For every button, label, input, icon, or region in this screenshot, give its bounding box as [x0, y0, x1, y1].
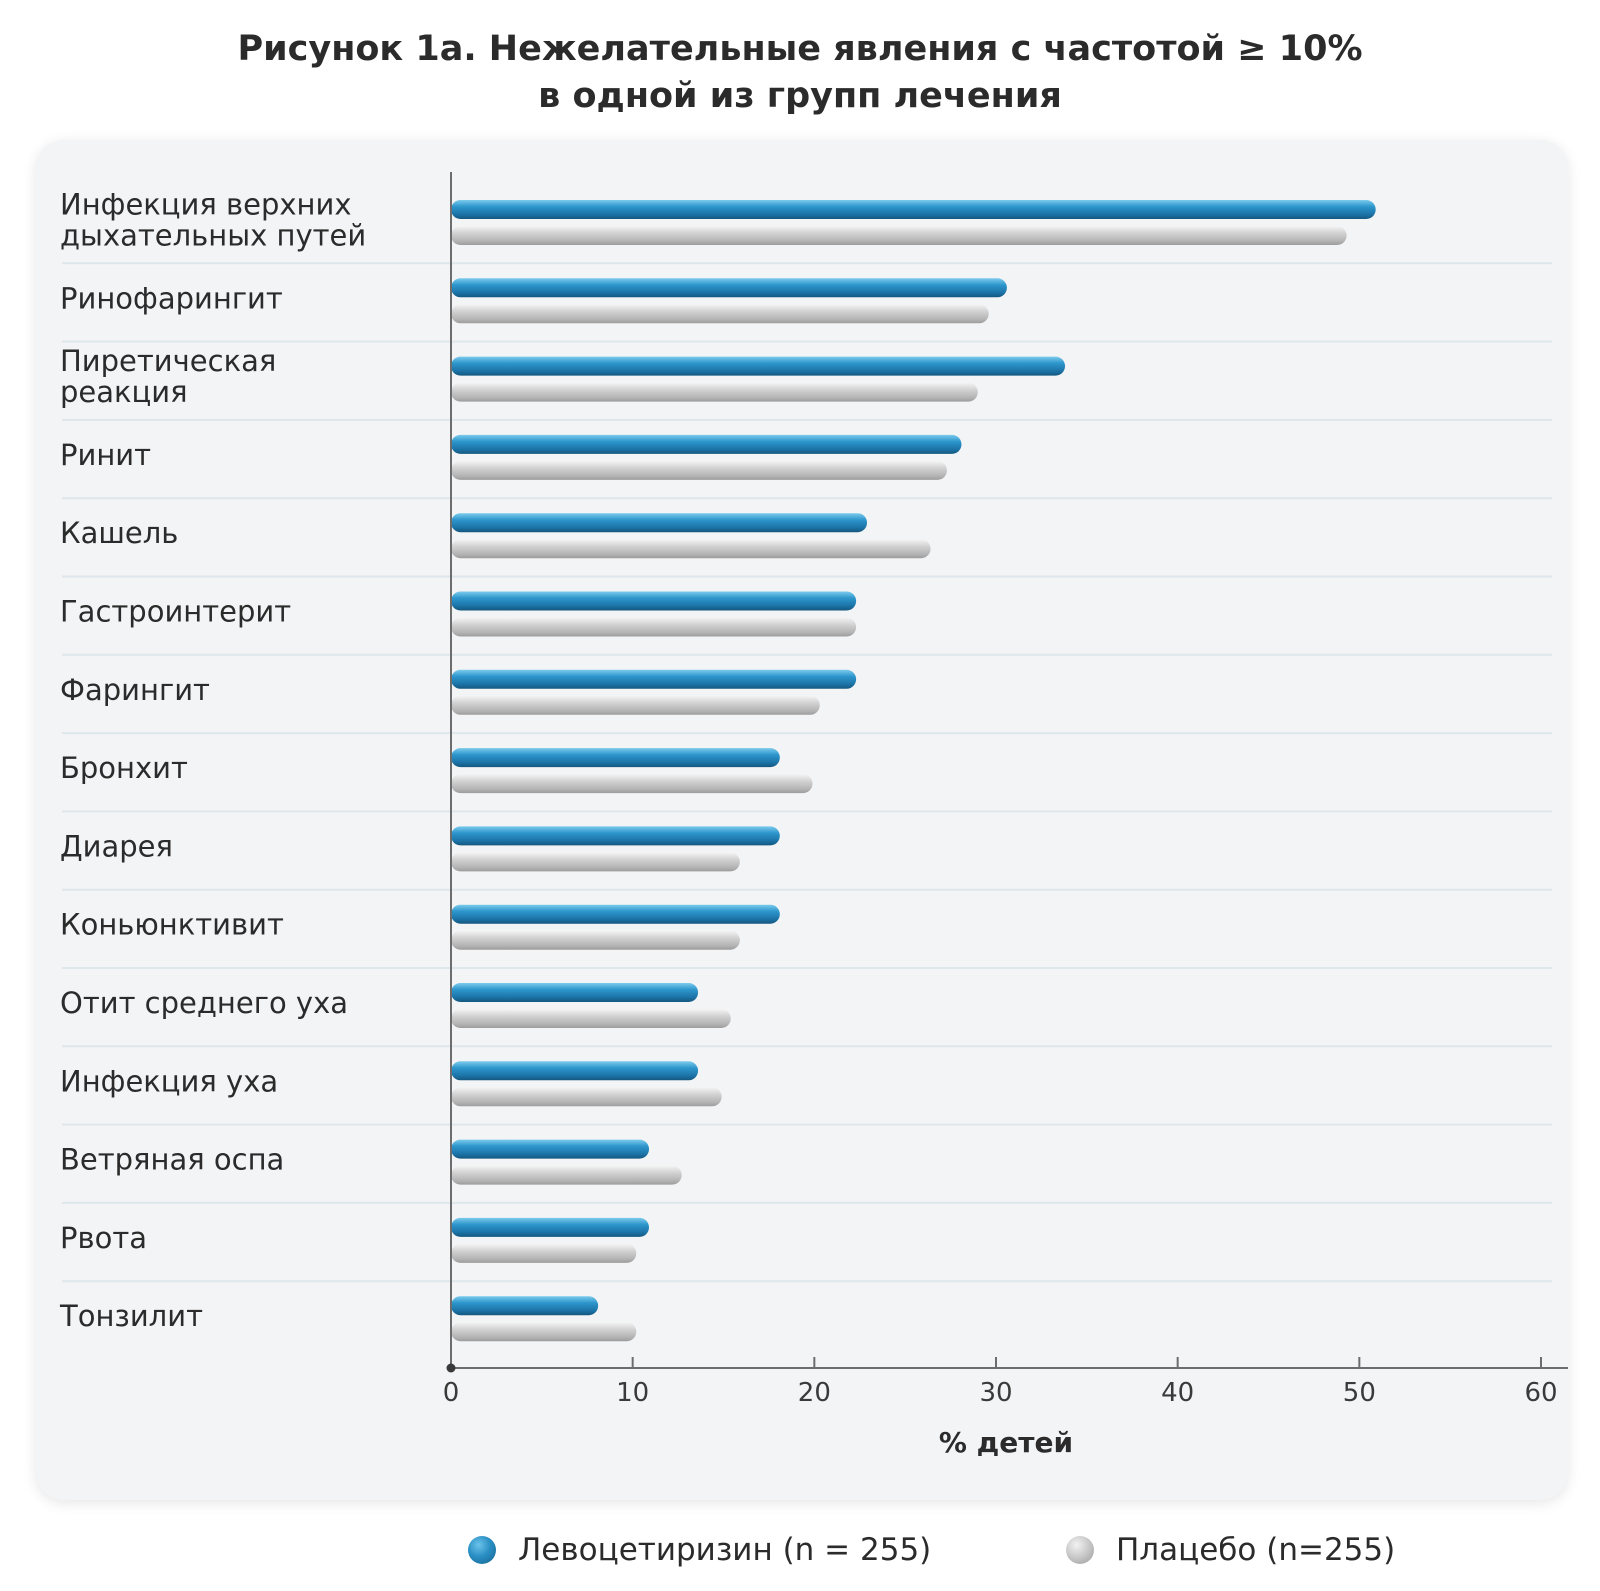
x-tick-label: 50 [1343, 1378, 1376, 1408]
legend-blue-marker [468, 1536, 496, 1564]
category-label: Кашель [60, 516, 178, 550]
bar-placebo [451, 1243, 637, 1263]
category-label: Отит среднего уха [60, 986, 348, 1020]
chart-title-line-1: Рисунок 1а. Нежелательные явления с част… [237, 29, 1363, 69]
bar-levocetirizine [451, 1217, 650, 1237]
bar-placebo [451, 1009, 731, 1028]
category-label: Бронхит [60, 751, 188, 785]
bar-placebo [451, 930, 740, 950]
bar-chart: Инфекция верхних дыхательных путей Ринофар… [59, 172, 1568, 1459]
bar-levocetirizine [451, 1296, 599, 1316]
x-axis-title: % детей [939, 1426, 1073, 1459]
bar-placebo [451, 695, 820, 715]
bar-levocetirizine [451, 1139, 650, 1159]
bar-levocetirizine [451, 513, 868, 533]
axis-origin-dot [446, 1363, 456, 1373]
category-label: Ринит [60, 438, 151, 472]
bar-levocetirizine [451, 1061, 699, 1081]
bar-placebo [451, 382, 978, 402]
x-tick-label: 20 [798, 1378, 831, 1408]
category-label: Диарея [60, 829, 173, 863]
category-label: Инфекция верхних дыхательных путей [60, 188, 366, 253]
category-label: Ринофарингит [60, 281, 283, 315]
legend-label-levocetirizine: Левоцетиризин (n = 255) [518, 1532, 932, 1568]
category-label: Гастроинтерит [60, 595, 291, 629]
x-tick-label: 40 [1161, 1378, 1194, 1408]
bar-placebo [451, 304, 989, 324]
bar-levocetirizine [451, 669, 857, 689]
bar-placebo [451, 1087, 722, 1107]
bar-levocetirizine [451, 356, 1066, 376]
bar-levocetirizine [451, 826, 780, 846]
chart-title: Рисунок 1а. Нежелательные явления с част… [0, 26, 1600, 120]
bar-levocetirizine [451, 904, 780, 924]
category-label: Рвота [60, 1221, 147, 1255]
x-tick-label: 30 [979, 1378, 1012, 1408]
bar-levocetirizine [451, 200, 1376, 219]
bar-placebo [451, 617, 857, 637]
category-label: Фарингит [60, 673, 210, 707]
chart-title-line-2: в одной из групп лечения [538, 76, 1062, 116]
bar-placebo [451, 226, 1347, 245]
bar-levocetirizine [451, 983, 699, 1002]
bar-levocetirizine [451, 434, 962, 454]
bar-placebo [451, 852, 740, 872]
bar-placebo [451, 774, 813, 794]
category-label: Тонзилит [59, 1299, 203, 1333]
x-tick-label: 60 [1524, 1378, 1557, 1408]
category-label: Коньюнктивит [60, 908, 284, 942]
bar-levocetirizine [451, 748, 780, 768]
bar-placebo [451, 460, 947, 480]
legend-label-placebo: Плацебо (n=255) [1116, 1532, 1396, 1568]
legend-item-placebo: Плацебо (n=255) [1066, 1530, 1395, 1570]
x-tick-label: 10 [616, 1378, 649, 1408]
category-label: Инфекция уха [60, 1064, 278, 1098]
bar-levocetirizine [451, 278, 1007, 298]
bar-placebo [451, 1165, 682, 1185]
legend-item-levocetirizine: Левоцетиризин (n = 255) [468, 1530, 931, 1570]
bar-placebo [451, 1322, 637, 1342]
legend-grey-marker [1066, 1536, 1094, 1564]
category-label: Пиретическая реакция [60, 344, 276, 409]
bar-levocetirizine [451, 591, 857, 611]
bar-placebo [451, 539, 931, 559]
category-label: Ветряная оспа [60, 1143, 284, 1177]
x-tick-label: 0 [443, 1378, 460, 1408]
